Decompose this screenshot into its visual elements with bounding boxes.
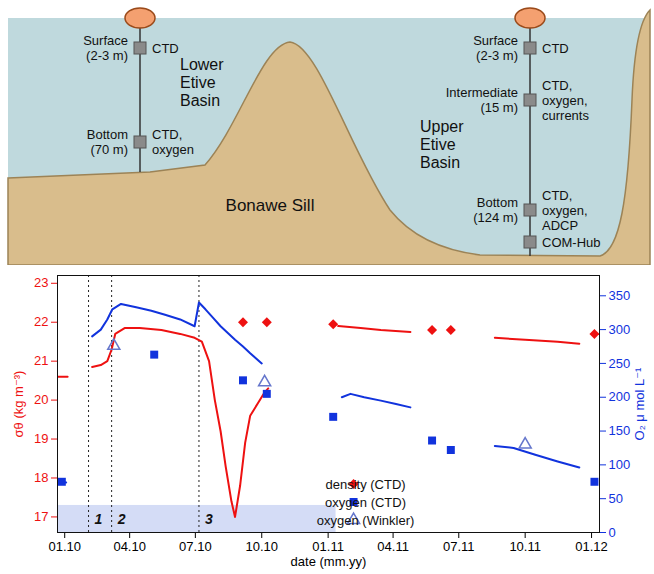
- svg-text:100: 100: [609, 457, 631, 472]
- svg-text:01.12: 01.12: [575, 539, 608, 554]
- svg-text:CTD,oxygen,currents: CTD,oxygen,currents: [542, 78, 589, 123]
- svg-text:CTD: CTD: [152, 41, 179, 56]
- svg-text:Bottom(124 m): Bottom(124 m): [473, 195, 518, 225]
- svg-text:0: 0: [609, 525, 616, 540]
- svg-text:19: 19: [34, 431, 48, 446]
- svg-text:CTD,oxygen,ADCP: CTD,oxygen,ADCP: [542, 188, 588, 233]
- svg-text:oxygen (Winkler): oxygen (Winkler): [317, 513, 415, 528]
- svg-text:CTD,oxygen: CTD,oxygen: [152, 127, 194, 157]
- svg-text:01.10: 01.10: [48, 539, 81, 554]
- svg-text:200: 200: [609, 389, 631, 404]
- svg-text:22: 22: [34, 314, 48, 329]
- svg-text:18: 18: [34, 470, 48, 485]
- svg-text:01.11: 01.11: [312, 539, 344, 554]
- svg-text:300: 300: [609, 322, 631, 337]
- svg-text:350: 350: [609, 288, 631, 303]
- svg-text:density (CTD): density (CTD): [325, 477, 405, 492]
- svg-text:150: 150: [609, 423, 631, 438]
- svg-text:250: 250: [609, 356, 631, 371]
- svg-text:CTD: CTD: [542, 41, 569, 56]
- svg-text:Surface(2-3 m): Surface(2-3 m): [83, 33, 128, 63]
- svg-text:Surface(2-3 m): Surface(2-3 m): [473, 33, 518, 63]
- svg-text:21: 21: [34, 353, 48, 368]
- svg-text:04.11: 04.11: [377, 539, 409, 554]
- svg-text:oxygen (CTD): oxygen (CTD): [325, 495, 406, 510]
- svg-text:UpperEtiveBasin: UpperEtiveBasin: [420, 118, 464, 171]
- svg-text:σθ (kg m⁻³): σθ (kg m⁻³): [11, 371, 26, 438]
- svg-text:O₂ μ mol L⁻¹: O₂ μ mol L⁻¹: [632, 367, 647, 441]
- svg-text:10.10: 10.10: [245, 539, 278, 554]
- svg-text:Bottom(70 m): Bottom(70 m): [87, 127, 128, 157]
- svg-text:date (mm.yy): date (mm.yy): [291, 554, 367, 569]
- svg-text:Bonawe Sill: Bonawe Sill: [226, 196, 315, 215]
- svg-text:Intermediate(15 m): Intermediate(15 m): [446, 85, 518, 115]
- svg-text:20: 20: [34, 392, 48, 407]
- svg-text:COM-Hub: COM-Hub: [542, 235, 601, 250]
- svg-text:10.11: 10.11: [509, 539, 541, 554]
- svg-text:17: 17: [34, 509, 48, 524]
- svg-text:LowerEtiveBasin: LowerEtiveBasin: [180, 56, 224, 109]
- svg-text:04.10: 04.10: [113, 539, 146, 554]
- svg-text:2: 2: [117, 511, 126, 527]
- svg-text:07.11: 07.11: [443, 539, 475, 554]
- svg-text:1: 1: [95, 511, 103, 527]
- svg-text:23: 23: [34, 275, 48, 290]
- svg-text:50: 50: [609, 491, 623, 506]
- svg-text:07.10: 07.10: [179, 539, 212, 554]
- svg-text:3: 3: [205, 511, 213, 527]
